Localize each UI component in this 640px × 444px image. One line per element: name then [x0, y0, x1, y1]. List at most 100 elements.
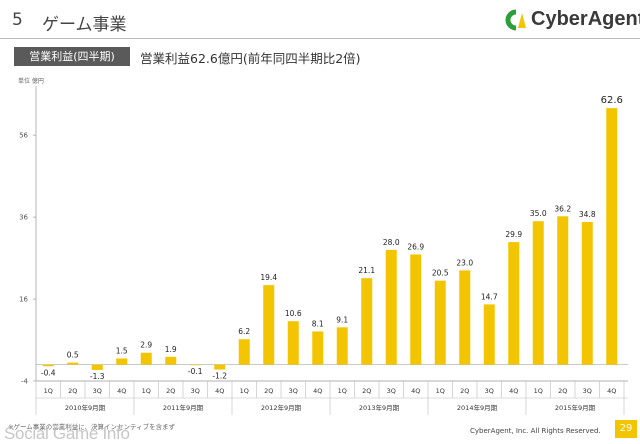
x-tick-label: 1Q	[534, 387, 543, 395]
watermark: Social Game Info	[4, 424, 130, 443]
data-label: 19.4	[260, 273, 277, 282]
data-label: 36.2	[554, 204, 571, 213]
bar	[67, 362, 79, 365]
data-label: 8.1	[312, 319, 324, 328]
bar	[116, 358, 128, 365]
unit-label: 単位 億円	[18, 78, 44, 85]
bar	[459, 270, 471, 365]
y-tick-label: -4	[21, 378, 29, 386]
year-group-label: 2015年9月期	[555, 403, 596, 412]
x-tick-label: 3Q	[485, 387, 494, 395]
x-tick-label: 4Q	[313, 387, 322, 395]
bar	[434, 280, 446, 365]
bar	[385, 249, 397, 365]
data-label: 6.2	[238, 327, 250, 336]
bar	[508, 242, 520, 365]
y-tick-label: 16	[19, 296, 28, 304]
section-number: 5	[12, 10, 23, 30]
header-divider	[0, 38, 640, 39]
x-tick-label: 4Q	[607, 387, 616, 395]
x-tick-label: 2Q	[362, 387, 371, 395]
bar	[238, 339, 250, 365]
bar	[312, 331, 324, 365]
y-tick-label: 36	[19, 214, 28, 222]
year-group-label: 2014年9月期	[457, 403, 498, 412]
year-group-label: 2013年9月期	[359, 403, 400, 412]
data-label: 0.5	[67, 351, 79, 360]
x-tick-label: 4Q	[215, 387, 224, 395]
x-tick-label: 1Q	[338, 387, 347, 395]
data-label: 23.0	[456, 258, 473, 267]
y-ticks: -4 16 36 56	[19, 132, 36, 386]
year-group-label: 2011年9月期	[163, 403, 204, 412]
footnote: ※ゲーム事業の営業利益に、決算インセンティブを含まず	[8, 423, 176, 431]
x-tick-label: 2Q	[558, 387, 567, 395]
x-tick-label: 3Q	[93, 387, 102, 395]
bar	[581, 222, 593, 365]
x-tick-label: 2Q	[68, 387, 77, 395]
year-group-label: 2012年9月期	[261, 403, 302, 412]
data-label: 26.9	[407, 242, 424, 251]
bar	[557, 216, 569, 365]
data-label: 1.5	[116, 346, 128, 355]
x-tick-label: 3Q	[583, 387, 592, 395]
bar	[189, 364, 201, 366]
bar	[483, 304, 495, 365]
x-tick-label: 1Q	[44, 387, 53, 395]
x-axis: 1Q 2Q 3Q 4Q 1Q 2Q 3Q 4Q 1Q 2Q 3Q 4Q 1Q 2Q 3Q 4Q 1Q 2Q 3Q 4Q…	[35, 380, 628, 415]
page-title: ゲーム事業	[42, 15, 127, 35]
x-tick-label: 1Q	[142, 387, 151, 395]
bar	[263, 285, 275, 365]
value-labels: -0.4 0.5 -1.3 1.5 2.9 1.9 -0.1 -1.2 6.2 19.4 10.6 8…	[41, 95, 623, 381]
bar	[606, 108, 618, 365]
cyberagent-logo: CyberAgent.	[505, 8, 640, 31]
section-badge: 営業利益(四半期)	[14, 47, 130, 66]
data-label: 34.8	[579, 210, 596, 219]
data-label: 10.6	[285, 309, 302, 318]
data-label: -0.1	[188, 367, 203, 376]
bar	[361, 278, 373, 365]
bar	[42, 364, 54, 367]
bar	[410, 254, 422, 365]
headline: 営業利益62.6億円(前年同四半期比2倍)	[140, 51, 361, 66]
data-label: 62.6	[601, 95, 623, 106]
x-tick-label: 2Q	[264, 387, 273, 395]
data-label: 9.1	[336, 315, 348, 324]
x-tick-label: 2Q	[460, 387, 469, 395]
cyberagent-logo-icon	[505, 9, 527, 31]
data-label: 2.9	[140, 341, 152, 350]
data-label: -0.4	[41, 368, 56, 377]
x-tick-label: 4Q	[509, 387, 518, 395]
x-tick-label: 3Q	[289, 387, 298, 395]
x-tick-label: 3Q	[387, 387, 396, 395]
page-number: 29	[615, 420, 637, 438]
data-label: -1.3	[90, 372, 105, 381]
data-label: 14.7	[481, 292, 498, 301]
copyright: CyberAgent, Inc. All Rights Reserved.	[470, 427, 601, 435]
data-label: 29.9	[505, 230, 522, 239]
y-tick-label: 56	[19, 132, 28, 140]
bars	[42, 108, 618, 370]
data-label: 35.0	[530, 209, 547, 218]
data-label: 1.9	[165, 345, 177, 354]
bar	[214, 364, 226, 370]
x-tick-label: 4Q	[411, 387, 420, 395]
bar	[336, 327, 348, 365]
bar	[91, 364, 103, 370]
year-group-label: 2010年9月期	[65, 403, 106, 412]
x-tick-label: 3Q	[191, 387, 200, 395]
bar	[165, 356, 177, 365]
data-label: 28.0	[383, 238, 400, 247]
x-tick-label: 4Q	[117, 387, 126, 395]
bar	[532, 221, 544, 365]
bar-chart: -4 16 36 56 -0.4 0.5 -1.3 1.5 2.9 1.9 -0.1 -1.2 6.2…	[19, 86, 628, 415]
data-label: 20.5	[432, 269, 449, 278]
x-tick-label: 2Q	[166, 387, 175, 395]
logo-text: CyberAgent.	[531, 8, 640, 30]
x-tick-label: 1Q	[240, 387, 249, 395]
x-tick-label: 1Q	[436, 387, 445, 395]
data-label: -1.2	[212, 372, 227, 381]
bar	[287, 321, 299, 365]
bar	[140, 352, 152, 365]
data-label: 21.1	[358, 266, 375, 275]
